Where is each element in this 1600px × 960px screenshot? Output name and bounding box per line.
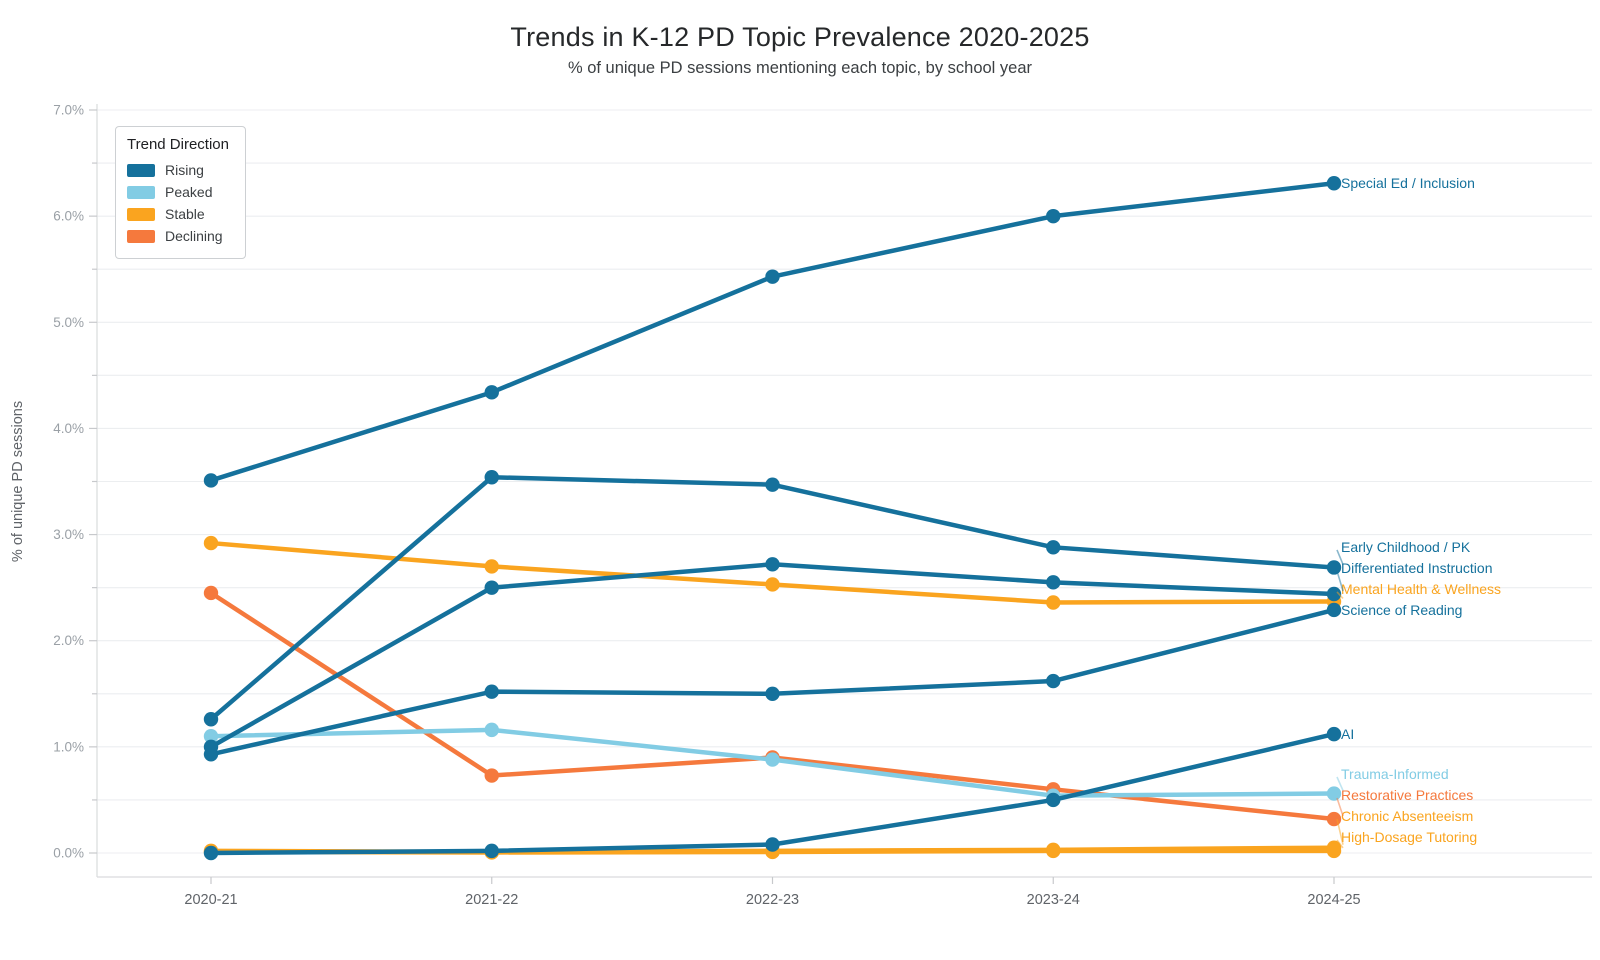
series-label-special-ed-inclusion: Special Ed / Inclusion (1341, 175, 1475, 191)
legend-item-rising: Rising (127, 159, 229, 181)
series-point-trauma-informed-2021-22 (484, 722, 499, 738)
series-point-restorative-practices-2020-21 (203, 585, 219, 601)
y-tick-label: 2.0% (53, 633, 84, 648)
series-point-trauma-informed-2024-25 (1326, 786, 1342, 801)
legend: Trend Direction Rising Peaked Stable Dec… (115, 126, 246, 259)
x-tick-label: 2020-21 (184, 892, 237, 908)
y-tick-label: 3.0% (53, 527, 84, 542)
series-point-high-dosage-tutoring-2024-25 (1326, 843, 1342, 859)
series-point-special-ed-inclusion-2022-23 (765, 269, 780, 284)
series-label-trauma-informed: Trauma-Informed (1341, 766, 1449, 782)
series-label-differentiated-instruction: Differentiated Instruction (1341, 560, 1493, 576)
series-point-ai-2022-23 (765, 837, 780, 852)
legend-label: Declining (165, 228, 223, 244)
series-leader-restorative-practices (1336, 797, 1344, 817)
series-point-special-ed-inclusion-2021-22 (484, 385, 499, 400)
legend-item-peaked: Peaked (127, 181, 229, 203)
y-axis-title: % of unique PD sessions (10, 401, 26, 562)
series-point-ai-2024-25 (1326, 726, 1342, 742)
series-leader-chronic-absenteeism (1336, 818, 1344, 845)
series-label-early-childhood-pk: Early Childhood / PK (1341, 539, 1471, 555)
legend-item-declining: Declining (127, 225, 229, 247)
series-point-mental-health-wellness-2020-21 (203, 535, 219, 551)
series-point-early-childhood-pk-2020-21 (203, 712, 219, 727)
legend-label: Peaked (165, 184, 213, 200)
legend-item-stable: Stable (127, 203, 229, 225)
series-point-ai-2021-22 (484, 843, 499, 859)
series-label-high-dosage-tutoring: High-Dosage Tutoring (1341, 829, 1477, 845)
series-point-early-childhood-pk-2021-22 (484, 470, 499, 485)
chart-subtitle: % of unique PD sessions mentioning each … (567, 59, 1033, 77)
legend-swatch-rising (127, 163, 155, 177)
series-label-ai: AI (1341, 726, 1354, 742)
series-leader-differentiated-instruction (1336, 570, 1344, 592)
series-point-early-childhood-pk-2024-25 (1326, 560, 1342, 575)
legend-swatch-stable (127, 207, 155, 221)
x-tick-label: 2023-24 (1027, 892, 1080, 908)
legend-title: Trend Direction (127, 136, 229, 153)
series-point-differentiated-instruction-2023-24 (1046, 575, 1061, 590)
series-leader-high-dosage-tutoring (1336, 839, 1344, 849)
series-point-differentiated-instruction-2022-23 (765, 557, 780, 572)
x-tick-label: 2022-23 (746, 892, 799, 908)
series-point-mental-health-wellness-2023-24 (1046, 595, 1061, 610)
series-line-differentiated-instruction (208, 562, 1337, 750)
chart-title: Trends in K-12 PD Topic Prevalence 2020-… (510, 22, 1090, 52)
series-point-differentiated-instruction-2024-25 (1326, 586, 1342, 602)
legend-swatch-peaked (127, 185, 155, 199)
series-point-science-of-reading-2021-22 (484, 684, 499, 699)
series-leader-trauma-informed (1336, 776, 1344, 791)
series-leader-mental-health-wellness (1336, 591, 1344, 599)
series-point-trauma-informed-2022-23 (765, 752, 780, 767)
series-point-science-of-reading-2023-24 (1046, 673, 1061, 689)
y-tick-label: 5.0% (53, 315, 84, 330)
y-tick-label: 7.0% (53, 103, 84, 118)
series-point-differentiated-instruction-2021-22 (484, 580, 499, 595)
series-line-special-ed-inclusion (208, 180, 1337, 483)
legend-label: Stable (165, 206, 205, 222)
y-tick-label: 4.0% (53, 421, 84, 436)
series-point-special-ed-inclusion-2024-25 (1326, 176, 1342, 191)
series-line-restorative-practices (208, 590, 1337, 822)
series-point-mental-health-wellness-2021-22 (484, 559, 499, 574)
series-point-differentiated-instruction-2020-21 (203, 739, 219, 755)
y-tick-label: 1.0% (53, 739, 84, 754)
series-point-mental-health-wellness-2022-23 (765, 577, 780, 592)
series-label-restorative-practices: Restorative Practices (1341, 787, 1473, 803)
y-tick-label: 6.0% (53, 209, 84, 224)
series-point-special-ed-inclusion-2020-21 (203, 473, 219, 488)
series-point-restorative-practices-2021-22 (484, 768, 499, 783)
series-point-science-of-reading-2024-25 (1326, 602, 1342, 618)
legend-swatch-declining (127, 229, 155, 243)
series-point-special-ed-inclusion-2023-24 (1046, 208, 1061, 224)
x-tick-label: 2024-25 (1307, 892, 1360, 908)
series-line-early-childhood-pk (208, 475, 1337, 722)
legend-label: Rising (165, 162, 204, 178)
series-point-high-dosage-tutoring-2023-24 (1046, 843, 1061, 859)
series-point-restorative-practices-2024-25 (1326, 811, 1342, 827)
series-label-chronic-absenteeism: Chronic Absenteeism (1341, 808, 1473, 824)
series-label-mental-health-wellness: Mental Health & Wellness (1341, 581, 1501, 597)
series-point-ai-2020-21 (203, 845, 219, 861)
series-point-trauma-informed-2020-21 (203, 729, 219, 744)
series-leader-early-childhood-pk (1336, 549, 1344, 565)
series-label-science-of-reading: Science of Reading (1341, 602, 1462, 618)
series-point-ai-2023-24 (1046, 792, 1061, 808)
x-tick-label: 2021-22 (465, 892, 518, 908)
series-point-science-of-reading-2022-23 (765, 686, 780, 701)
series-point-early-childhood-pk-2022-23 (765, 477, 780, 492)
y-tick-label: 0.0% (53, 846, 84, 861)
series-point-early-childhood-pk-2023-24 (1046, 540, 1061, 555)
